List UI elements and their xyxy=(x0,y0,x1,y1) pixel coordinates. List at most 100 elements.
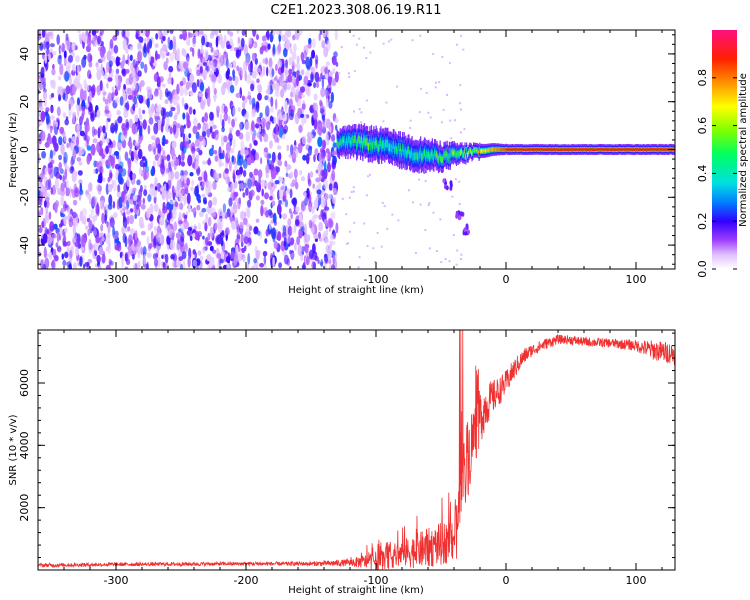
noise-blob xyxy=(86,145,92,151)
noise-blob xyxy=(291,226,294,236)
signal-slice xyxy=(464,148,466,153)
noise-blob xyxy=(234,117,238,122)
noise-blob xyxy=(154,154,159,161)
noise-blob xyxy=(209,226,214,239)
noise-speck xyxy=(441,55,444,58)
noise-blob xyxy=(285,172,289,177)
noise-blob xyxy=(200,44,204,51)
noise-blob xyxy=(47,31,53,37)
noise-blob xyxy=(317,259,320,264)
noise-blob xyxy=(213,49,219,57)
noise-blob xyxy=(49,149,54,159)
noise-blob xyxy=(251,120,255,132)
noise-blob xyxy=(219,232,225,239)
noise-blob xyxy=(97,127,101,139)
noise-blob xyxy=(93,168,96,174)
noise-blob xyxy=(250,83,255,92)
noise-speck xyxy=(448,260,451,263)
noise-blob xyxy=(178,202,184,210)
noise-blob xyxy=(276,203,282,215)
signal-slice xyxy=(476,148,478,153)
noise-blob xyxy=(62,241,68,247)
noise-blob xyxy=(40,130,46,142)
noise-speck xyxy=(458,203,461,206)
noise-blob xyxy=(220,253,224,259)
noise-blob xyxy=(172,260,175,268)
signal-slice xyxy=(344,136,346,144)
noise-blob xyxy=(99,232,104,238)
signal-slice xyxy=(501,148,503,151)
signal-slice xyxy=(381,140,383,149)
noise-blob xyxy=(171,140,177,149)
noise-blob xyxy=(198,135,204,142)
noise-blob xyxy=(239,121,243,132)
noise-blob xyxy=(281,34,287,42)
noise-blob xyxy=(129,118,133,129)
noise-blob xyxy=(236,169,241,176)
noise-blob xyxy=(331,134,336,142)
signal-slice xyxy=(477,149,479,153)
noise-blob xyxy=(60,195,65,207)
noise-blob xyxy=(180,161,185,167)
noise-blob xyxy=(307,172,310,184)
signal-slice xyxy=(388,143,390,151)
noise-blob xyxy=(134,213,138,220)
noise-blob xyxy=(264,95,269,101)
noise-blob xyxy=(76,157,82,162)
noise-speck xyxy=(434,81,437,84)
noise-blob xyxy=(169,126,173,135)
noise-blob xyxy=(108,73,114,78)
noise-blob xyxy=(65,179,69,188)
snr-plot-area xyxy=(38,330,675,570)
noise-blob xyxy=(59,168,64,175)
noise-blob xyxy=(270,96,274,107)
noise-blob xyxy=(179,34,184,40)
noise-blob xyxy=(260,205,264,217)
noise-blob xyxy=(186,119,191,129)
noise-speck xyxy=(428,139,431,142)
noise-blob xyxy=(121,30,126,38)
noise-blob xyxy=(154,88,159,95)
signal-slice xyxy=(345,141,347,149)
signal-slice xyxy=(431,148,433,156)
signal-slice xyxy=(405,150,408,159)
noise-blob xyxy=(204,122,209,130)
noise-blob xyxy=(237,107,241,113)
noise-blob xyxy=(222,203,227,213)
noise-blob xyxy=(165,48,168,54)
noise-blob xyxy=(47,53,52,61)
noise-blob xyxy=(280,64,285,74)
noise-blob xyxy=(40,85,44,90)
noise-blob xyxy=(170,106,176,112)
signal-slice xyxy=(420,147,422,156)
noise-blob xyxy=(193,31,199,37)
noise-blob xyxy=(98,165,104,175)
signal-slice xyxy=(404,150,406,158)
noise-blob xyxy=(211,30,216,36)
noise-blob xyxy=(100,30,105,36)
noise-blob xyxy=(147,89,153,101)
noise-blob xyxy=(268,57,273,68)
noise-blob xyxy=(323,178,329,190)
noise-blob xyxy=(143,189,148,197)
noise-blob xyxy=(121,168,127,177)
noise-blob xyxy=(45,229,49,235)
noise-blob xyxy=(272,84,276,91)
signal-slice xyxy=(476,148,479,153)
noise-blob xyxy=(107,176,111,183)
noise-speck xyxy=(358,108,361,111)
noise-blob xyxy=(220,40,226,49)
noise-blob xyxy=(65,85,71,95)
noise-blob xyxy=(329,126,332,134)
noise-blob xyxy=(87,69,92,80)
noise-blob xyxy=(88,214,93,219)
noise-speck xyxy=(419,34,422,37)
noise-blob xyxy=(328,100,333,109)
signal-slice xyxy=(384,139,387,148)
signal-slice xyxy=(437,153,439,161)
signal-slice xyxy=(456,150,458,156)
noise-blob xyxy=(64,227,68,233)
noise-blob xyxy=(152,237,157,249)
signal-slice xyxy=(444,150,447,157)
noise-blob xyxy=(304,243,309,254)
